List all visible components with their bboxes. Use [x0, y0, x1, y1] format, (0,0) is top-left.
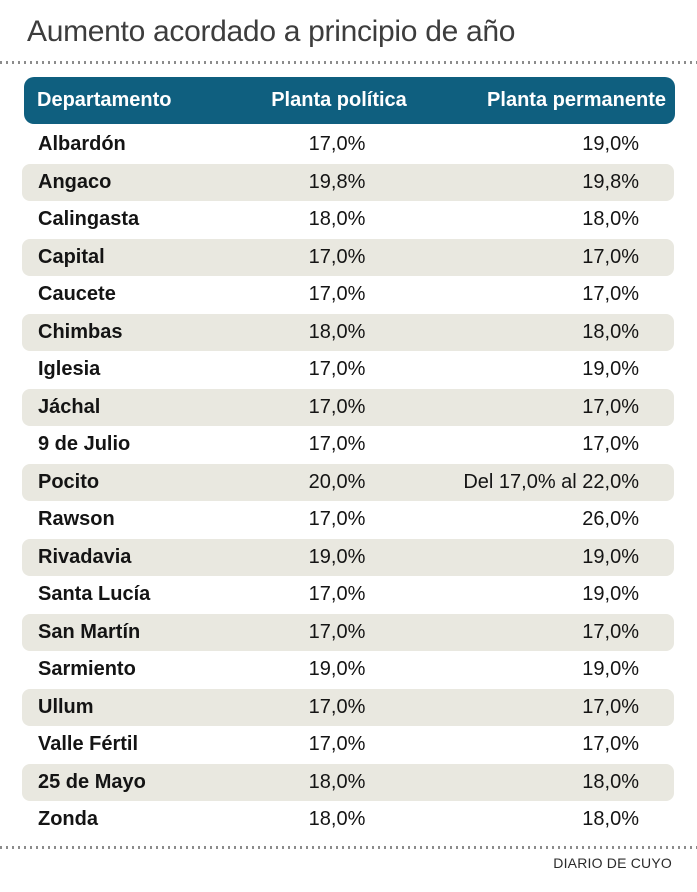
cell-departamento: San Martín	[38, 620, 141, 643]
table-row: Ullum 17,0% 17,0%	[22, 688, 674, 726]
cell-planta-permanente: 19,0%	[582, 658, 639, 681]
cell-departamento: Pocito	[38, 470, 100, 493]
cell-departamento: Capital	[38, 245, 105, 268]
source-credit: DIARIO DE CUYO	[553, 854, 672, 871]
cell-departamento: Ullum	[38, 695, 94, 718]
cell-planta-permanente: 26,0%	[582, 508, 639, 531]
table-body: Albardón 17,0% 19,0% Angaco 19,8% 19,8% Caling…	[0, 126, 697, 839]
cell-planta-politica: 17,0%	[308, 583, 366, 606]
cell-planta-permanente: 17,0%	[582, 695, 639, 718]
cell-planta-permanente: Del 17,0% al 22,0%	[463, 470, 639, 493]
cell-planta-permanente: 19,8%	[582, 170, 639, 193]
cell-planta-politica: 19,0%	[308, 545, 366, 568]
cell-departamento: 25 de Mayo	[38, 770, 146, 793]
infographic: Aumento acordado a principio de año Depa…	[0, 14, 697, 871]
cell-departamento: Iglesia	[38, 358, 101, 381]
cell-planta-permanente: 17,0%	[582, 395, 639, 418]
cell-planta-permanente: 18,0%	[582, 808, 639, 831]
table-row: Santa Lucía 17,0% 19,0%	[22, 576, 674, 614]
table-header: Departamento Planta política Planta perm…	[24, 77, 675, 124]
cell-planta-permanente: 19,0%	[582, 133, 639, 156]
table-row: Rivadavia 19,0% 19,0%	[22, 538, 674, 576]
cell-planta-permanente: 18,0%	[582, 770, 639, 793]
cell-planta-politica: 19,8%	[308, 170, 366, 193]
column-header-departamento: Departamento	[37, 89, 172, 111]
cell-planta-permanente: 18,0%	[582, 208, 639, 231]
cell-planta-politica: 17,0%	[308, 620, 366, 643]
cell-planta-politica: 17,0%	[308, 733, 366, 756]
cell-planta-politica: 17,0%	[308, 395, 366, 418]
cell-departamento: 9 de Julio	[38, 433, 131, 456]
cell-departamento: Rivadavia	[38, 545, 132, 568]
page-title: Aumento acordado a principio de año	[27, 15, 516, 48]
table-row: Caucete 17,0% 17,0%	[22, 276, 674, 314]
cell-departamento: Angaco	[38, 170, 112, 193]
table-row: Albardón 17,0% 19,0%	[22, 126, 674, 164]
cell-planta-permanente: 18,0%	[582, 320, 639, 343]
table-row: Pocito 20,0% Del 17,0% al 22,0%	[22, 463, 674, 501]
cell-departamento: Jáchal	[38, 395, 101, 418]
cell-planta-politica: 18,0%	[308, 320, 366, 343]
table-row: San Martín 17,0% 17,0%	[22, 613, 674, 651]
table-row: Angaco 19,8% 19,8%	[22, 163, 674, 201]
cell-departamento: Rawson	[38, 508, 115, 531]
cell-departamento: Caucete	[38, 283, 116, 306]
column-header-planta-politica: Planta política	[271, 89, 407, 111]
table-row: Calingasta 18,0% 18,0%	[22, 201, 674, 239]
cell-planta-permanente: 17,0%	[582, 283, 639, 306]
table-row: Jáchal 17,0% 17,0%	[22, 388, 674, 426]
table-row: Zonda 18,0% 18,0%	[22, 801, 674, 839]
cell-departamento: Calingasta	[38, 208, 140, 231]
table-row: Capital 17,0% 17,0%	[22, 238, 674, 276]
divider-bottom	[0, 845, 697, 849]
table-row: Iglesia 17,0% 19,0%	[22, 351, 674, 389]
cell-planta-politica: 17,0%	[308, 508, 366, 531]
cell-planta-permanente: 19,0%	[582, 545, 639, 568]
cell-departamento: Chimbas	[38, 320, 123, 343]
cell-planta-permanente: 17,0%	[582, 245, 639, 268]
cell-departamento: Zonda	[38, 808, 98, 831]
cell-planta-politica: 20,0%	[308, 470, 366, 493]
cell-planta-politica: 17,0%	[308, 133, 366, 156]
cell-planta-politica: 17,0%	[308, 358, 366, 381]
divider-top	[0, 61, 697, 64]
cell-departamento: Valle Fértil	[38, 733, 139, 756]
table-row: Chimbas 18,0% 18,0%	[22, 313, 674, 351]
cell-departamento: Sarmiento	[38, 658, 136, 681]
cell-planta-permanente: 19,0%	[582, 583, 639, 606]
cell-departamento: Santa Lucía	[38, 583, 151, 606]
cell-planta-politica: 18,0%	[308, 770, 366, 793]
cell-planta-permanente: 17,0%	[582, 433, 639, 456]
cell-planta-politica: 18,0%	[308, 808, 366, 831]
cell-planta-permanente: 19,0%	[582, 358, 639, 381]
cell-planta-politica: 18,0%	[308, 208, 366, 231]
table-row: Valle Fértil 17,0% 17,0%	[22, 726, 674, 764]
table-row: Sarmiento 19,0% 19,0%	[22, 651, 674, 689]
cell-planta-permanente: 17,0%	[582, 620, 639, 643]
table-row: 9 de Julio 17,0% 17,0%	[22, 426, 674, 464]
cell-planta-politica: 17,0%	[308, 283, 366, 306]
table-row: Rawson 17,0% 26,0%	[22, 501, 674, 539]
cell-planta-permanente: 17,0%	[582, 733, 639, 756]
column-header-planta-permanente: Planta permanente	[487, 89, 666, 111]
cell-departamento: Albardón	[38, 133, 126, 156]
cell-planta-politica: 19,0%	[308, 658, 366, 681]
cell-planta-politica: 17,0%	[308, 695, 366, 718]
cell-planta-politica: 17,0%	[308, 245, 366, 268]
table-row: 25 de Mayo 18,0% 18,0%	[22, 763, 674, 801]
cell-planta-politica: 17,0%	[308, 433, 366, 456]
